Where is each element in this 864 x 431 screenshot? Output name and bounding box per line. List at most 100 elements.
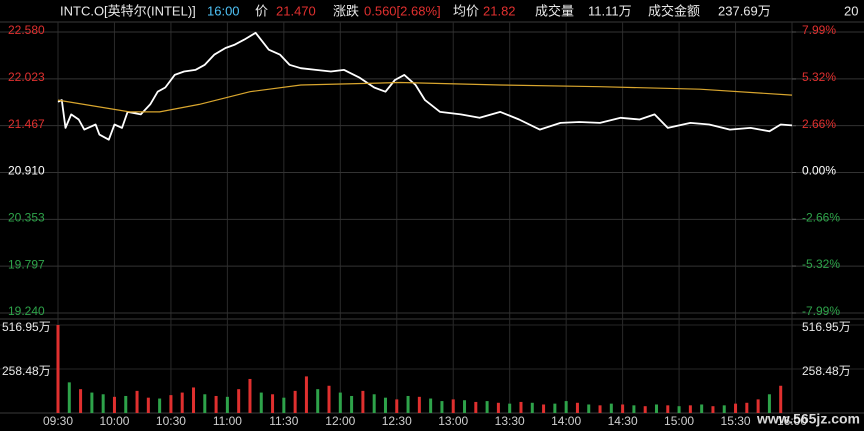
- y-tick-label: 22.023: [8, 70, 45, 84]
- volume-bar: [496, 402, 500, 413]
- volume-bar: [79, 389, 83, 413]
- extra: 20: [844, 3, 858, 18]
- y2-tick-label: 0.00%: [802, 164, 836, 178]
- volume-bar: [169, 395, 173, 413]
- x-tick-label: 12:30: [382, 414, 412, 428]
- x-tick-label: 10:00: [99, 414, 129, 428]
- volume-bar: [609, 403, 613, 413]
- volume-bar: [485, 401, 489, 413]
- x-tick-label: 14:30: [608, 414, 638, 428]
- volume-bar: [666, 405, 670, 413]
- volume-bar: [575, 402, 579, 413]
- change-label: 涨跌: [333, 3, 359, 18]
- price-line: [57, 81, 793, 113]
- volume-bar: [135, 390, 139, 413]
- time: 16:00: [207, 3, 240, 18]
- volume-bar: [338, 392, 342, 413]
- volume-bar: [756, 399, 760, 413]
- volume-bar: [654, 404, 658, 413]
- volume-bar: [350, 395, 354, 413]
- volume-bar: [180, 392, 184, 413]
- volume-bar: [192, 387, 196, 413]
- volume-bar: [767, 394, 771, 413]
- y2-tick-label: -7.99%: [802, 304, 840, 318]
- symbol: INTC.O[英特尔(INTEL)]: [60, 3, 196, 18]
- volume: 11.11万: [588, 3, 632, 18]
- volume-bar: [146, 397, 150, 413]
- y2-tick-label: 5.32%: [802, 70, 836, 84]
- volume-bar: [417, 396, 421, 413]
- x-tick-label: 11:30: [269, 414, 298, 428]
- header: INTC.O[英特尔(INTEL)] 16:00 价 21.470 涨跌 0.5…: [60, 3, 858, 18]
- plot-area: 09:30 10:00 10:30 11:00 11:30 12:00 12:30 13:00…: [0, 22, 864, 428]
- y-tick-label: 21.467: [8, 117, 45, 131]
- y2-tick-label: 2.66%: [802, 117, 836, 131]
- x-tick-label: 09:30: [43, 414, 73, 428]
- y-tick-label-right: 258.48万: [802, 364, 851, 378]
- volume-bar: [542, 404, 546, 413]
- avg: 21.82: [483, 3, 516, 18]
- volume-bar: [463, 400, 467, 413]
- price-label: 价: [255, 3, 268, 18]
- volume-bar: [304, 376, 308, 413]
- volume-bar: [361, 390, 365, 413]
- x-tick-label: 13:30: [495, 414, 525, 428]
- volume-bar: [383, 397, 387, 413]
- y-tick-label: 516.95万: [2, 320, 51, 334]
- volume-bar: [440, 401, 444, 413]
- volume-bar: [429, 398, 433, 413]
- volume-bar: [158, 398, 162, 413]
- change: 0.560[2.68%]: [364, 3, 441, 18]
- volume-bar: [722, 405, 726, 413]
- volume-bar: [327, 385, 331, 413]
- volume-bar: [587, 404, 591, 413]
- volume-bar: [316, 389, 320, 413]
- volume-bar: [632, 405, 636, 413]
- volume-bar: [406, 395, 410, 413]
- x-tick-label: 15:30: [721, 414, 751, 428]
- volume-bar: [745, 402, 749, 413]
- volume-bar: [259, 392, 263, 413]
- y-tick-label: 19.240: [8, 304, 45, 318]
- volume-bar: [564, 401, 568, 413]
- y-tick-label-right: 516.95万: [802, 320, 851, 334]
- volume-bar: [248, 378, 252, 413]
- avg-label: 均价: [453, 3, 479, 18]
- volume-bar: [677, 406, 681, 413]
- y-tick-label: 20.910: [8, 164, 45, 178]
- x-tick-label: 15:00: [664, 414, 694, 428]
- volume-bar: [451, 399, 455, 413]
- amount-label: 成交金额: [648, 3, 700, 18]
- volume-bar: [474, 401, 478, 413]
- volume-bar: [734, 403, 738, 413]
- y2-tick-label: 7.99%: [802, 23, 836, 37]
- x-tick-label: 13:00: [438, 414, 468, 428]
- volume-bar: [67, 382, 71, 413]
- x-tick-label: 12:00: [325, 414, 355, 428]
- volume-bar: [688, 405, 692, 413]
- volume-bar: [112, 396, 116, 413]
- volume-bar: [621, 404, 625, 413]
- amount: 237.69万: [718, 3, 771, 18]
- x-tick-label: 11:00: [213, 414, 242, 428]
- volume-bar: [508, 403, 512, 413]
- volume-bar: [214, 395, 218, 413]
- price: 21.470: [276, 3, 316, 18]
- volume-bar: [779, 385, 783, 413]
- y-tick-label: 20.353: [8, 211, 45, 225]
- price-line: [57, 31, 793, 141]
- x-tick-label: 14:00: [551, 414, 581, 428]
- watermark: www.565jz.com: [756, 411, 860, 427]
- y-tick-label: 19.797: [8, 257, 45, 271]
- y2-tick-label: -5.32%: [802, 257, 840, 271]
- volume-bar: [271, 394, 275, 413]
- volume-bar: [101, 394, 105, 413]
- x-tick-label: 10:30: [156, 414, 186, 428]
- y-tick-label: 258.48万: [2, 364, 51, 378]
- volume-bar: [124, 395, 128, 413]
- y-tick-label: 22.580: [8, 23, 45, 37]
- x-tick-label: 16:00: [777, 414, 807, 428]
- volume-bar: [293, 390, 297, 413]
- volume-bar: [225, 396, 229, 413]
